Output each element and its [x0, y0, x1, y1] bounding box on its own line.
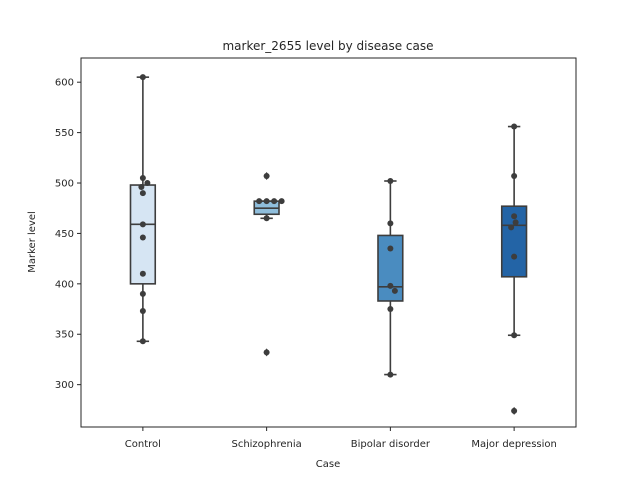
box [129, 184, 157, 285]
data-point [387, 178, 394, 184]
data-point [139, 290, 146, 297]
data-point [271, 198, 278, 205]
x-axis-label: Case [316, 459, 340, 470]
data-point [139, 174, 146, 181]
box [377, 234, 404, 302]
y-axis-label: Marker level [27, 211, 38, 273]
y-tick-label: 300 [55, 380, 74, 391]
y-tick-label: 450 [55, 229, 74, 240]
data-point [391, 287, 398, 294]
y-tick-label: 500 [55, 179, 74, 190]
y-tick-label: 600 [55, 78, 74, 89]
box [500, 205, 528, 278]
data-point [139, 338, 146, 345]
data-point [387, 282, 394, 289]
x-tick-label: Bipolar disorder [351, 439, 431, 450]
y-tick-label: 400 [55, 279, 74, 290]
data-point [263, 215, 270, 222]
data-point [511, 253, 518, 260]
data-point [387, 371, 394, 378]
plot-area [129, 74, 528, 415]
data-point [511, 407, 518, 414]
chart-title: marker_2655 level by disease case [222, 39, 433, 53]
data-point [263, 349, 270, 356]
data-point [144, 180, 151, 187]
data-point [263, 172, 270, 179]
data-point [387, 245, 394, 252]
y-tick-label: 550 [55, 128, 74, 139]
data-point [139, 190, 146, 197]
x-tick-label: Major depression [471, 439, 557, 450]
y-tick-label: 350 [55, 330, 74, 341]
data-point [138, 184, 145, 191]
data-point [387, 220, 394, 227]
data-point [278, 198, 285, 205]
data-point [512, 219, 519, 226]
data-point [256, 198, 263, 205]
x-tick-label: Schizophrenia [231, 439, 301, 450]
data-point [511, 213, 518, 220]
data-point [139, 74, 146, 81]
data-point [139, 234, 146, 241]
data-point [511, 172, 518, 179]
box-group-control [129, 76, 157, 343]
x-tick-label: Control [125, 439, 161, 450]
plot-frame [80, 57, 577, 428]
data-point [511, 332, 518, 339]
data-point [139, 270, 146, 277]
data-point [508, 224, 515, 231]
data-point [511, 123, 518, 130]
data-point [263, 198, 270, 205]
data-point [387, 306, 394, 313]
data-point [139, 308, 146, 315]
data-point [139, 221, 146, 228]
x-axis: Control Schizophrenia Bipolar disorder Majo… [125, 427, 557, 450]
y-axis: 300 350 400 450 500 550 600 [55, 78, 81, 391]
